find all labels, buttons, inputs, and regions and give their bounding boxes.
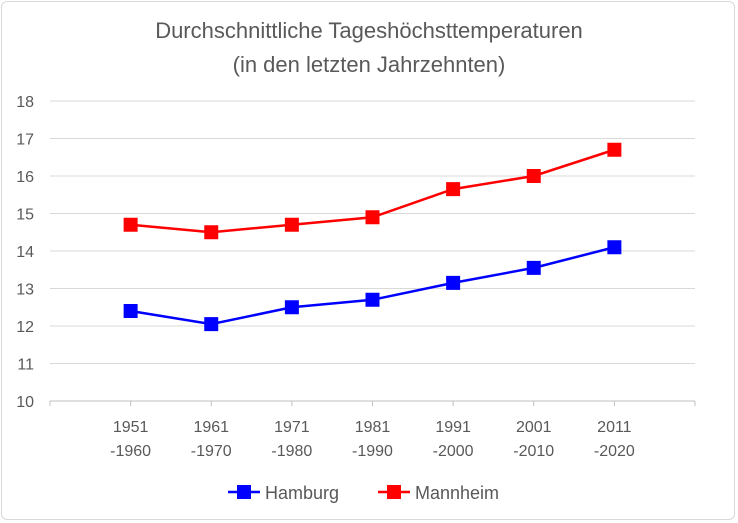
x-tick-label: -2000: [433, 443, 474, 460]
x-tick-label: -1980: [271, 443, 312, 460]
y-tick-label: 18: [16, 94, 34, 111]
data-point-mannheim: [365, 210, 380, 225]
legend-label: Mannheim: [415, 483, 499, 503]
x-tick-label: -1960: [110, 443, 151, 460]
legend-item-mannheim: Mannheim: [378, 483, 499, 503]
y-tick-label: 14: [16, 244, 34, 261]
x-tick-label: 1981: [355, 419, 391, 436]
y-tick-label: 11: [17, 357, 34, 374]
data-point-hamburg: [284, 300, 299, 315]
y-tick-label: 10: [16, 394, 34, 411]
data-point-mannheim: [526, 169, 541, 183]
data-point-mannheim: [284, 217, 299, 232]
data-point-hamburg: [123, 304, 138, 318]
y-tick-label: 16: [16, 169, 34, 186]
data-point-mannheim: [204, 225, 219, 240]
data-point-mannheim: [607, 142, 622, 157]
x-tick-label: -2010: [513, 443, 554, 460]
data-point-mannheim: [446, 182, 461, 197]
legend-marker: [387, 485, 401, 499]
data-point-hamburg: [607, 240, 622, 255]
y-tick-label: 13: [16, 282, 34, 299]
data-point-hamburg: [526, 260, 541, 275]
x-tick-label: 2011: [597, 419, 632, 436]
x-tick-label: -1990: [352, 443, 393, 460]
y-tick-label: 17: [16, 132, 34, 149]
x-tick-label: 1961: [193, 419, 229, 436]
x-tick-label: 1951: [113, 419, 149, 436]
x-tick-label: -2020: [594, 443, 635, 460]
series-line-hamburg: [130, 246, 615, 326]
data-point-hamburg: [365, 292, 380, 307]
x-tick-label: 1971: [274, 419, 310, 436]
legend-item-hamburg: Hamburg: [228, 483, 339, 503]
legend-label: Hamburg: [265, 483, 339, 503]
x-tick-label: 1991: [435, 419, 471, 436]
data-point-hamburg: [204, 317, 219, 332]
x-tick-label: -1970: [191, 443, 232, 460]
data-point-hamburg: [446, 275, 461, 290]
y-tick-label: 12: [16, 319, 34, 336]
data-point-mannheim: [123, 217, 138, 232]
legend-marker: [237, 485, 251, 499]
x-tick-label: 2001: [516, 419, 552, 436]
chart-subtitle: (in den letzten Jahrzehnten): [233, 52, 506, 77]
y-tick-label: 15: [16, 207, 34, 224]
chart-title: Durchschnittliche Tageshöchsttemperature…: [155, 18, 583, 43]
